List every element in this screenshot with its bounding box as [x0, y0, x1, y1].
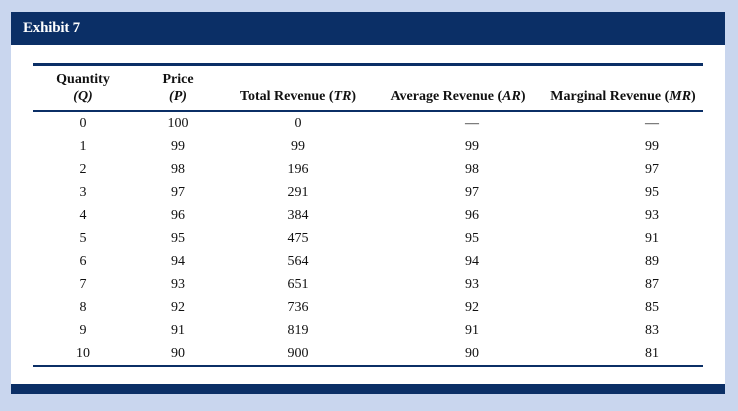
- cell-average-revenue: 94: [465, 254, 479, 269]
- cell-total-revenue: 900: [287, 346, 309, 361]
- cell-quantity: 7: [79, 277, 87, 292]
- cell-average-revenue: 93: [465, 277, 479, 292]
- table-row: 2 98 196 98 97: [33, 158, 703, 181]
- cell-average-revenue: 95: [465, 231, 479, 246]
- cell-marginal-revenue: —: [645, 116, 659, 131]
- cell-quantity: 9: [79, 323, 87, 338]
- cell-price: 98: [171, 162, 185, 177]
- col-header-price-line1: Price: [162, 72, 194, 87]
- cell-price: 99: [171, 139, 185, 154]
- cell-marginal-revenue: 99: [645, 139, 659, 154]
- cell-average-revenue: 92: [465, 300, 479, 315]
- cell-average-revenue: 97: [465, 185, 479, 200]
- cell-marginal-revenue: 85: [645, 300, 659, 315]
- revenue-table: Quantity (Q) Price (P) Total Revenue (TR…: [33, 66, 703, 365]
- cell-marginal-revenue: 83: [645, 323, 659, 338]
- col-header-mr-label: Marginal Revenue (: [550, 89, 670, 104]
- revenue-table-wrap: Quantity (Q) Price (P) Total Revenue (TR…: [33, 62, 703, 367]
- cell-price: 93: [171, 277, 185, 292]
- col-header-price-sym: (P): [169, 89, 187, 104]
- cell-quantity: 3: [79, 185, 87, 200]
- col-header-average-revenue: Average Revenue (AR): [373, 66, 543, 111]
- cell-price: 91: [171, 323, 185, 338]
- exhibit-bottom-bar: [11, 384, 725, 394]
- col-header-quantity-sym: (Q): [73, 89, 93, 104]
- cell-total-revenue: 99: [291, 139, 305, 154]
- cell-average-revenue: 98: [465, 162, 479, 177]
- col-header-ar-close: ): [520, 89, 526, 104]
- cell-total-revenue: 819: [287, 323, 309, 338]
- cell-price: 100: [167, 116, 189, 131]
- cell-marginal-revenue: 91: [645, 231, 659, 246]
- cell-marginal-revenue: 89: [645, 254, 659, 269]
- cell-price: 96: [171, 208, 185, 223]
- table-header-row: Quantity (Q) Price (P) Total Revenue (TR…: [33, 66, 703, 111]
- col-header-total-revenue: Total Revenue (TR): [223, 66, 373, 111]
- col-header-price: Price (P): [133, 66, 223, 111]
- cell-average-revenue: 96: [465, 208, 479, 223]
- cell-average-revenue: 91: [465, 323, 479, 338]
- col-header-quantity: Quantity (Q): [33, 66, 133, 111]
- cell-quantity: 2: [79, 162, 87, 177]
- table-row: 1 99 99 99 99: [33, 135, 703, 158]
- table-row: 3 97 291 97 95: [33, 181, 703, 204]
- col-header-ar-sym: AR: [502, 89, 521, 104]
- cell-quantity: 5: [79, 231, 87, 246]
- table-bottom-rule: [33, 365, 703, 367]
- cell-price: 95: [171, 231, 185, 246]
- cell-total-revenue: 736: [287, 300, 309, 315]
- cell-total-revenue: 0: [294, 116, 302, 131]
- cell-price: 90: [171, 346, 185, 361]
- table-row: 9 91 819 91 83: [33, 319, 703, 342]
- cell-marginal-revenue: 93: [645, 208, 659, 223]
- cell-total-revenue: 651: [287, 277, 309, 292]
- table-row: 10 90 900 90 81: [33, 342, 703, 365]
- cell-quantity: 8: [79, 300, 87, 315]
- cell-marginal-revenue: 95: [645, 185, 659, 200]
- cell-marginal-revenue: 81: [645, 346, 659, 361]
- table-row: 5 95 475 95 91: [33, 227, 703, 250]
- cell-average-revenue: 90: [465, 346, 479, 361]
- col-header-tr-label: Total Revenue (: [239, 89, 334, 104]
- cell-price: 97: [171, 185, 185, 200]
- cell-quantity: 6: [79, 254, 87, 269]
- exhibit-panel: Exhibit 7 Quantity (Q) Price (: [11, 12, 725, 394]
- cell-average-revenue: 99: [465, 139, 479, 154]
- cell-marginal-revenue: 97: [645, 162, 659, 177]
- table-row: 6 94 564 94 89: [33, 250, 703, 273]
- col-header-ar-label: Average Revenue (: [390, 89, 503, 104]
- cell-marginal-revenue: 87: [645, 277, 659, 292]
- table-row: 7 93 651 93 87: [33, 273, 703, 296]
- table-row: 0 100 0 — —: [33, 111, 703, 135]
- cell-quantity: 4: [79, 208, 87, 223]
- cell-total-revenue: 475: [287, 231, 309, 246]
- col-header-marginal-revenue: Marginal Revenue (MR): [543, 66, 703, 111]
- col-header-mr-close: ): [691, 89, 696, 104]
- col-header-tr-sym: TR: [333, 89, 352, 104]
- col-header-price-line2: (P): [133, 88, 223, 105]
- col-header-tr-close: ): [351, 89, 357, 104]
- exhibit-title: Exhibit 7: [11, 12, 725, 45]
- col-header-quantity-line1: Quantity: [56, 72, 110, 87]
- cell-total-revenue: 384: [287, 208, 309, 223]
- cell-quantity: 10: [76, 346, 90, 361]
- col-header-quantity-line2: (Q): [33, 88, 133, 105]
- col-header-mr-sym: MR: [669, 89, 692, 104]
- cell-total-revenue: 196: [287, 162, 309, 177]
- table-row: 4 96 384 96 93: [33, 204, 703, 227]
- table-top-rule: [33, 63, 703, 66]
- cell-quantity: 0: [79, 116, 87, 131]
- cell-quantity: 1: [79, 139, 87, 154]
- cell-price: 94: [171, 254, 185, 269]
- cell-total-revenue: 291: [287, 185, 309, 200]
- table-row: 8 92 736 92 85: [33, 296, 703, 319]
- cell-total-revenue: 564: [287, 254, 309, 269]
- cell-price: 92: [171, 300, 185, 315]
- cell-average-revenue: —: [465, 116, 479, 131]
